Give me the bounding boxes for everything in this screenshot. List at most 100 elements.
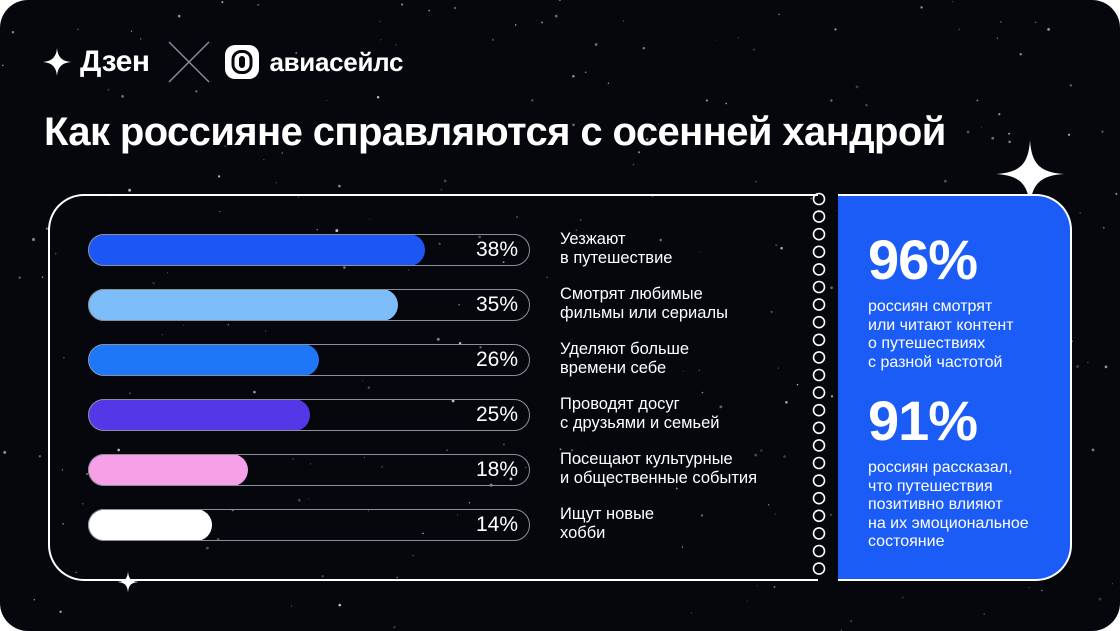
star-dot xyxy=(3,450,7,454)
star-dot xyxy=(292,458,294,460)
bar-category-label: Проводят досуг с друзьями и семьей xyxy=(560,395,800,433)
perforation-hole xyxy=(812,263,826,276)
star-dot xyxy=(976,99,979,102)
star-dot xyxy=(705,99,708,102)
star-dot xyxy=(263,159,265,161)
star-dot xyxy=(632,163,635,166)
star-dot xyxy=(563,532,565,535)
star-dot xyxy=(61,469,63,471)
star-dot xyxy=(1087,361,1089,364)
star-dot xyxy=(363,456,365,458)
aviasales-logo-icon xyxy=(225,45,260,79)
bar-value-label: 25% xyxy=(475,403,518,426)
star-dot xyxy=(1103,186,1105,188)
bar-value-label: 14% xyxy=(475,513,518,536)
star-dot xyxy=(559,448,562,451)
star-dot xyxy=(206,546,209,550)
star-dot xyxy=(737,37,739,39)
star-dot xyxy=(1115,192,1118,195)
star-dot xyxy=(998,112,1001,115)
star-dot xyxy=(338,603,342,607)
perforation-hole xyxy=(812,315,826,329)
star-dot xyxy=(380,39,382,41)
star-dot xyxy=(572,123,575,127)
bar-row: 26% Уделяют больше времени себе xyxy=(88,340,788,378)
star-dot xyxy=(1041,589,1043,592)
star-dot xyxy=(681,546,684,548)
star-dot xyxy=(509,477,513,481)
star-dot xyxy=(139,38,142,40)
star-dot xyxy=(1067,133,1071,136)
star-dot xyxy=(436,337,440,341)
star-dot xyxy=(11,31,15,34)
star-dot xyxy=(33,599,35,601)
star-dot xyxy=(642,47,645,50)
star-dot xyxy=(177,14,181,18)
star-dot xyxy=(1101,130,1104,133)
star-dot xyxy=(1019,53,1022,56)
star-dot xyxy=(451,399,455,403)
star-dot xyxy=(1000,21,1002,23)
star-dot xyxy=(422,532,424,535)
stat-text-line: россиян смотрят xyxy=(868,298,993,315)
bar-category-line: хобби xyxy=(560,524,606,542)
star-dot xyxy=(996,37,999,39)
star-dot xyxy=(1104,365,1108,369)
bar-category-line: Смотрят любимые xyxy=(560,285,703,303)
star-dot xyxy=(152,282,155,285)
star-dot xyxy=(756,585,758,587)
star-dot xyxy=(1111,583,1113,585)
star-dot xyxy=(701,391,704,394)
bar-row: 25% Проводят досуг с друзьями и семьей xyxy=(88,395,788,433)
star-dot xyxy=(343,266,346,269)
bar-category-label: Смотрят любимые фильмы или сериалы xyxy=(560,285,800,323)
star-dot xyxy=(774,513,777,515)
star-dot xyxy=(275,182,277,184)
stat-text-line: с разной частотой xyxy=(868,353,1003,371)
star-dot xyxy=(554,14,558,18)
stat-text-line: россиян рассказал, xyxy=(868,459,1013,476)
star-dot xyxy=(310,463,311,465)
star-dot xyxy=(502,443,505,446)
perforation-hole xyxy=(812,562,826,575)
star-dot xyxy=(760,449,763,452)
star-dot xyxy=(38,455,41,458)
star-dot xyxy=(646,138,649,141)
star-dot xyxy=(966,130,970,134)
star-dot xyxy=(675,487,678,490)
perforation-hole xyxy=(812,544,826,558)
star-dot xyxy=(578,459,581,463)
star-dot xyxy=(1069,84,1072,87)
star-dot xyxy=(830,286,833,290)
star-dot xyxy=(492,39,494,41)
star-dot xyxy=(572,74,575,78)
bar-category-label: Посещают культурные и общественные событи… xyxy=(560,450,800,488)
stat-text-line: что путешествия xyxy=(868,477,993,495)
star-dot xyxy=(195,90,198,93)
bar-track xyxy=(88,289,530,321)
star-dot xyxy=(1091,448,1095,452)
stat-block-1: 96% россиян смотрят или читают контент о… xyxy=(868,232,1068,372)
star-dot xyxy=(1079,212,1081,214)
star-dot xyxy=(453,6,456,10)
star-dot xyxy=(660,410,661,412)
star-dot xyxy=(835,210,837,212)
star-dot xyxy=(579,219,582,221)
star-dot xyxy=(502,261,505,263)
star-dot xyxy=(637,151,641,154)
star-dot xyxy=(775,244,778,247)
star-dot xyxy=(958,28,961,31)
star-dot xyxy=(257,4,260,6)
perforation-hole xyxy=(812,474,826,487)
perforation-hole xyxy=(812,527,826,540)
brand-row: Дзен авиасейлс xyxy=(42,40,403,84)
star-dot xyxy=(381,465,384,468)
perforation-hole xyxy=(812,368,826,382)
star-dot xyxy=(865,104,868,107)
ticket-left-panel xyxy=(48,194,818,581)
star-dot xyxy=(591,440,593,442)
star-dot xyxy=(379,20,381,23)
star-dot xyxy=(664,258,667,260)
bar-row: 38% Уезжают в путешествие xyxy=(88,230,788,268)
